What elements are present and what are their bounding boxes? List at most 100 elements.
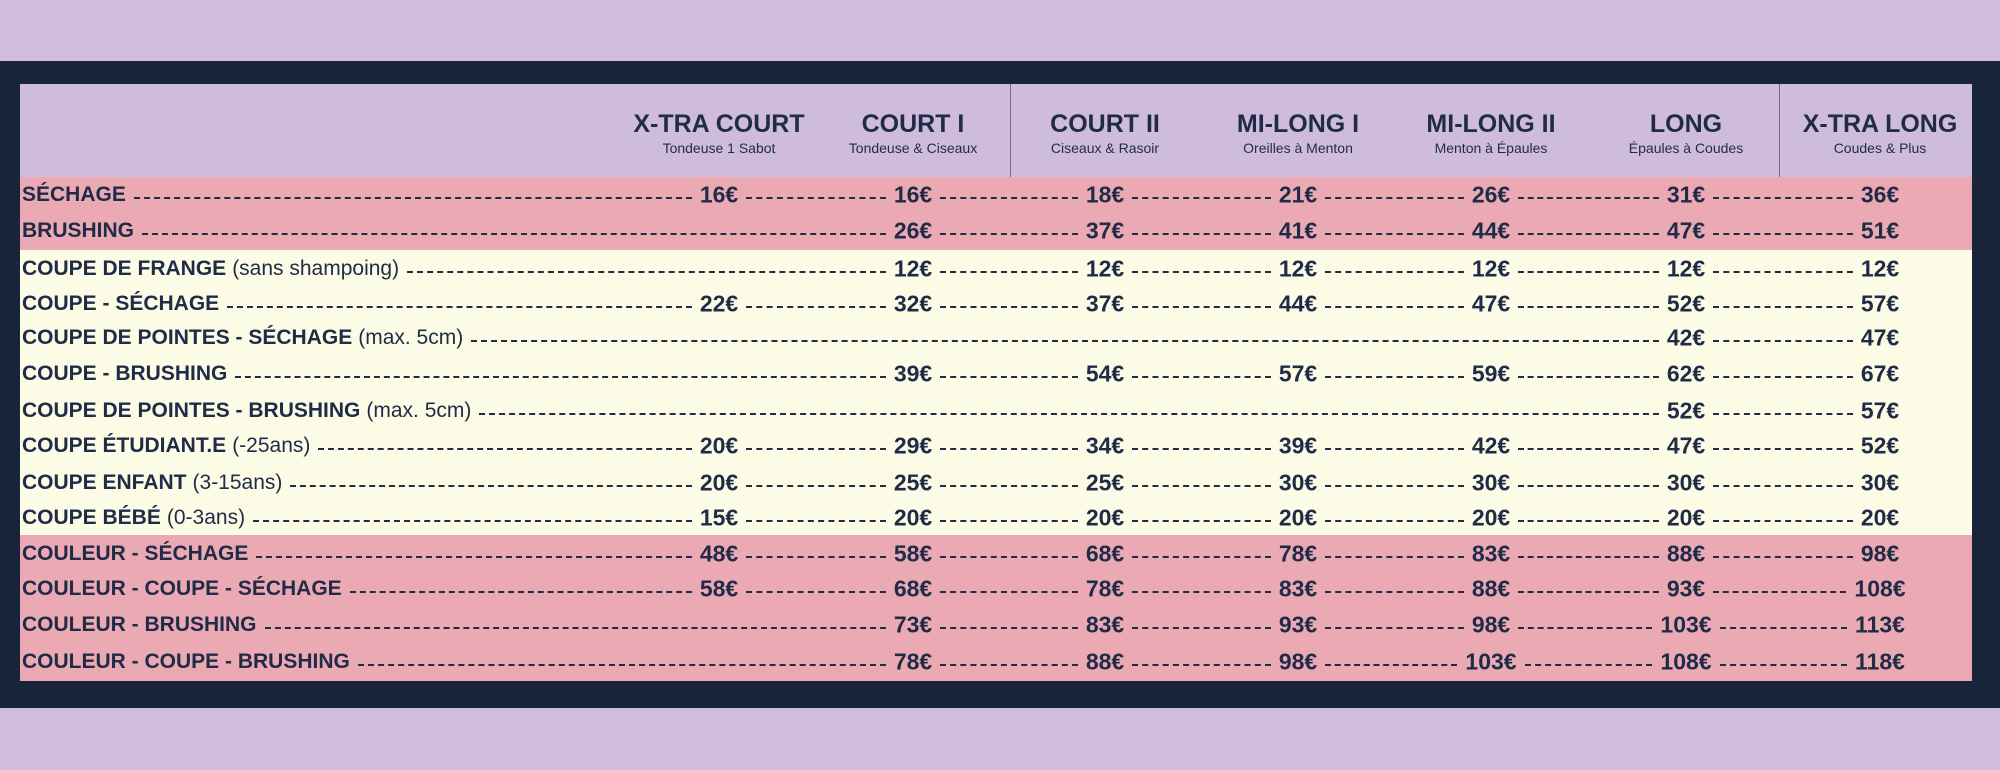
- leader-dashes: [746, 485, 886, 487]
- leader-dashes: [940, 197, 1078, 199]
- leader-dashes: [1518, 448, 1659, 450]
- leader-dashes: [1132, 271, 1271, 273]
- price: 103€: [1465, 648, 1517, 675]
- service-name: BRUSHING: [22, 219, 135, 242]
- column-subtitle: Coudes & Plus: [1833, 140, 1927, 156]
- leader-dashes: [1518, 271, 1659, 273]
- leader-dashes: [1518, 627, 1653, 629]
- price: 83€: [1471, 540, 1511, 567]
- price: 57€: [1860, 290, 1900, 317]
- row-label: COUPE ÉTUDIANT.E (-25ans): [22, 434, 310, 458]
- price: 83€: [1278, 575, 1318, 602]
- price: 12€: [893, 255, 933, 282]
- price: 39€: [893, 360, 933, 387]
- leader-dashes: [1719, 664, 1848, 666]
- price: 15€: [699, 504, 739, 531]
- leader-dashes: [1713, 485, 1853, 487]
- service-name: COUPE DE POINTES - SÉCHAGE: [22, 326, 353, 349]
- leader-dashes: [940, 306, 1078, 308]
- leader-dashes: [264, 627, 886, 629]
- price: 98€: [1860, 540, 1900, 567]
- service-name: COUPE - BRUSHING: [22, 362, 228, 385]
- separator: [1010, 84, 1011, 177]
- leader-dashes: [1713, 448, 1853, 450]
- row-label: COULEUR - SÉCHAGE: [22, 542, 248, 566]
- service-name: COUPE DE FRANGE: [22, 257, 227, 280]
- service-name: COULEUR - COUPE - BRUSHING: [22, 650, 350, 673]
- column-title: X-TRA COURT: [633, 110, 805, 138]
- column-subtitle: Tondeuse 1 Sabot: [662, 140, 776, 156]
- service-note: (3-15ans): [192, 471, 283, 494]
- leader-dashes: [940, 556, 1078, 558]
- cream-band: [20, 250, 1972, 535]
- price-table: X-TRA COURT Tondeuse 1 Sabot COURT I Tondeu…: [20, 84, 1972, 681]
- price: 78€: [1085, 575, 1125, 602]
- column-subtitle: Tondeuse & Ciseaux: [848, 140, 978, 156]
- price: 54€: [1085, 360, 1125, 387]
- row-label: BRUSHING: [22, 219, 134, 243]
- service-note: (-25ans): [232, 434, 311, 457]
- leader-dashes: [746, 556, 886, 558]
- leader-dashes: [940, 485, 1078, 487]
- price: 44€: [1278, 290, 1318, 317]
- leader-dashes: [940, 627, 1078, 629]
- column-subtitle: Épaules à Coudes: [1628, 140, 1744, 156]
- price: 108€: [1660, 648, 1712, 675]
- price: 68€: [1085, 540, 1125, 567]
- price: 51€: [1860, 217, 1900, 244]
- leader-dashes: [1325, 306, 1464, 308]
- price: 39€: [1278, 432, 1318, 459]
- price: 93€: [1278, 611, 1318, 638]
- price: 22€: [699, 290, 739, 317]
- price: 42€: [1471, 432, 1511, 459]
- price: 47€: [1666, 217, 1706, 244]
- leader-dashes: [1132, 306, 1271, 308]
- price: 37€: [1085, 290, 1125, 317]
- leader-dashes: [1325, 197, 1464, 199]
- leader-dashes: [1518, 376, 1659, 378]
- row-label: COUPE - BRUSHING: [22, 362, 227, 386]
- leader-dashes: [1713, 306, 1853, 308]
- leader-dashes: [1713, 591, 1847, 593]
- price: 118€: [1855, 648, 1905, 675]
- leader-dashes: [940, 591, 1078, 593]
- price: 16€: [893, 181, 933, 208]
- leader-dashes: [1132, 556, 1271, 558]
- price: 57€: [1860, 397, 1900, 424]
- price: 21€: [1278, 181, 1318, 208]
- price: 52€: [1666, 290, 1706, 317]
- leader-dashes: [1518, 197, 1659, 199]
- price: 103€: [1660, 611, 1712, 638]
- price: 20€: [1471, 504, 1511, 531]
- price: 20€: [893, 504, 933, 531]
- row-label: COUPE DE FRANGE (sans shampoing): [22, 257, 399, 281]
- price: 59€: [1471, 360, 1511, 387]
- price: 31€: [1666, 181, 1706, 208]
- price: 108€: [1854, 575, 1906, 602]
- leader-dashes: [1325, 271, 1464, 273]
- leader-dashes: [471, 340, 1659, 342]
- leader-dashes: [1132, 664, 1271, 666]
- leader-dashes: [940, 376, 1078, 378]
- leader-dashes: [1518, 306, 1659, 308]
- column-subtitle: Oreilles à Menton: [1243, 140, 1353, 156]
- leader-dashes: [940, 233, 1078, 235]
- leader-dashes: [1325, 627, 1464, 629]
- leader-dashes: [1719, 627, 1848, 629]
- column-title: MI-LONG II: [1426, 110, 1556, 138]
- price: 12€: [1860, 255, 1900, 282]
- price: 48€: [699, 540, 739, 567]
- price: 73€: [893, 611, 933, 638]
- price: 30€: [1278, 469, 1318, 496]
- leader-dashes: [349, 591, 692, 593]
- service-name: COUPE ENFANT: [22, 471, 187, 494]
- price: 52€: [1666, 397, 1706, 424]
- price: 42€: [1666, 324, 1706, 351]
- leader-dashes: [1325, 376, 1464, 378]
- leader-dashes: [256, 556, 692, 558]
- price: 37€: [1085, 217, 1125, 244]
- price: 83€: [1085, 611, 1125, 638]
- leader-dashes: [1325, 485, 1464, 487]
- service-name: COULEUR - BRUSHING: [22, 613, 257, 636]
- leader-dashes: [940, 448, 1078, 450]
